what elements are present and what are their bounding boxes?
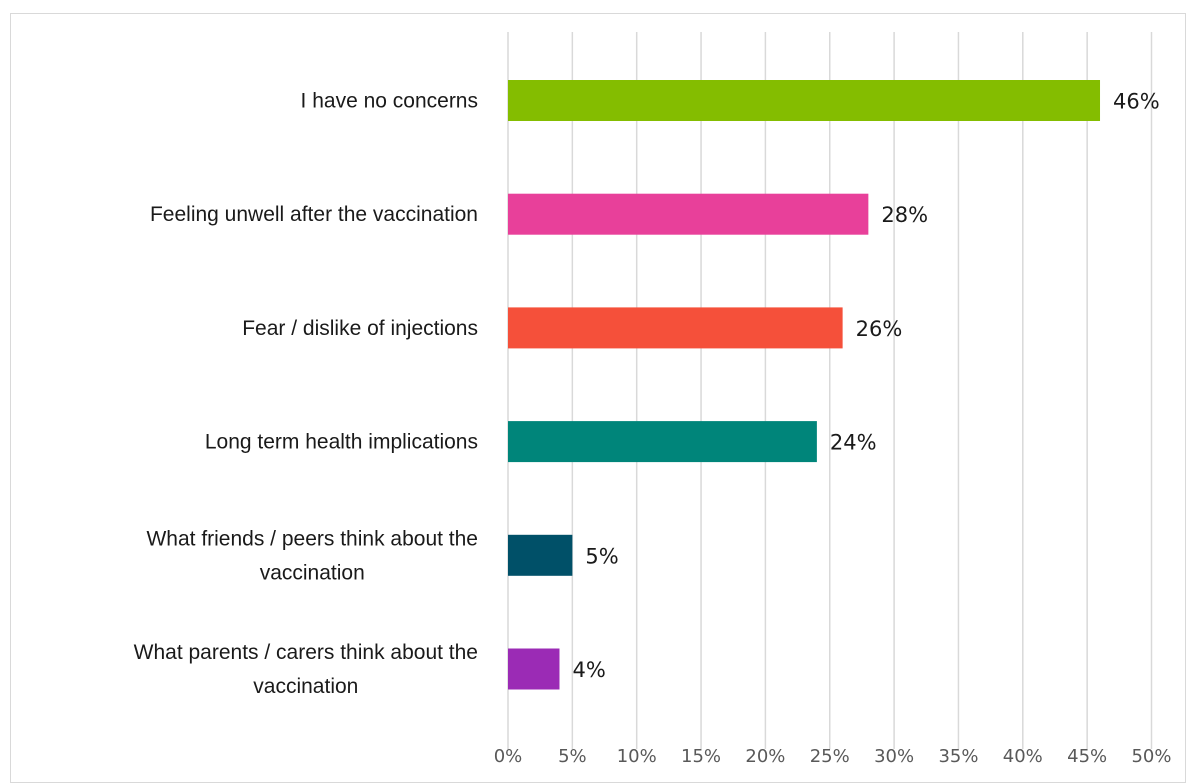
x-tick-label-30: 30% [874, 746, 914, 767]
data-label-2: 28% [881, 203, 928, 227]
category-label-3: Fear / dislike of injections [242, 317, 478, 340]
category-label-1: I have no concerns [301, 90, 478, 113]
gridlines [507, 32, 1153, 749]
x-tick-label-45: 45% [1067, 746, 1107, 767]
bar-5 [508, 534, 573, 576]
category-label-4: Long term health implications [205, 431, 478, 454]
data-label-6: 4% [572, 658, 605, 682]
x-tick-label-50: 50% [1131, 746, 1171, 767]
data-labels: 46% 28% 26% 24% 5% 4% [572, 90, 1159, 683]
category-label-6-line-2: vaccination [253, 675, 358, 698]
category-label-5-line-2: vaccination [260, 561, 365, 584]
x-tick-label-40: 40% [1003, 746, 1043, 767]
bars [508, 80, 1101, 690]
bar-1 [508, 80, 1101, 121]
category-label-6-line-1: What parents / carers think about the [134, 641, 478, 664]
x-axis-tick-labels: 0% 5% 10% 15% 20% 25% 30% 35% 40% 45% 50% [494, 746, 1172, 767]
data-label-5: 5% [585, 544, 618, 568]
bar-chart: I have no concerns Feeling unwell after t… [134, 32, 1172, 767]
x-tick-label-10: 10% [617, 746, 657, 767]
bar-3 [508, 307, 843, 349]
data-label-4: 24% [830, 431, 877, 455]
x-tick-label-5: 5% [558, 746, 587, 767]
bar-4 [508, 421, 817, 463]
chart-frame: I have no concerns Feeling unwell after t… [10, 13, 1186, 783]
category-labels: I have no concerns Feeling unwell after t… [134, 90, 478, 699]
x-tick-label-20: 20% [745, 746, 785, 767]
data-label-3: 26% [856, 317, 903, 341]
category-label-2: Feeling unwell after the vaccination [150, 203, 478, 226]
x-tick-label-25: 25% [810, 746, 850, 767]
data-label-1: 46% [1113, 90, 1160, 114]
x-tick-label-15: 15% [681, 746, 721, 767]
bar-6 [508, 648, 560, 690]
bar-2 [508, 193, 869, 235]
x-tick-label-35: 35% [938, 746, 978, 767]
category-label-5-line-1: What friends / peers think about the [146, 527, 478, 550]
x-tick-label-0: 0% [494, 746, 523, 767]
